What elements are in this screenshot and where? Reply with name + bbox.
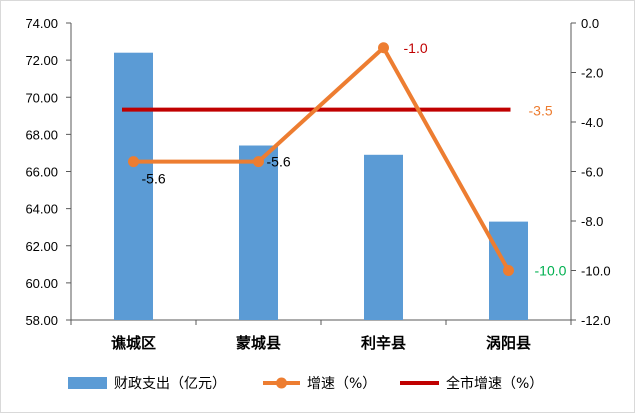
x-category-label: 涡阳县: [486, 334, 531, 352]
y-right-tick-label: -2.0: [581, 66, 603, 81]
growth-data-label: -1.0: [404, 40, 428, 56]
growth-data-label: -5.6: [267, 154, 291, 170]
y-left-tick-label: 62.00: [25, 239, 58, 254]
growth-point: [378, 42, 389, 54]
y-left-tick-label: 60.00: [25, 276, 58, 291]
x-category-label: 谯城区: [111, 334, 156, 352]
x-category-label: 蒙城县: [236, 334, 281, 352]
bar: [239, 145, 278, 320]
legend: 财政支出（亿元） 增速（%） 全市增速（%）: [68, 375, 543, 392]
x-category-label: 利辛县: [361, 334, 406, 352]
growth-data-label: -10.0: [535, 263, 567, 279]
y-left-tick-label: 74.00: [25, 16, 58, 31]
y-left-tick-label: 66.00: [25, 165, 58, 180]
bars-layer: [114, 52, 528, 320]
y-left-tick-label: 70.00: [25, 90, 58, 105]
y-left-tick-label: 72.00: [25, 53, 58, 68]
city-growth-label: -3.5: [529, 103, 553, 119]
growth-point: [253, 156, 264, 168]
y-right-tick-label: 0.0: [581, 16, 599, 31]
y-left-tick-label: 64.00: [25, 202, 58, 217]
y-right-tick-label: -8.0: [581, 214, 603, 229]
bar: [114, 52, 153, 320]
growth-data-label: -5.6: [142, 171, 166, 187]
growth-line: [133, 45, 511, 272]
y-left-tick-label: 58.00: [25, 313, 58, 328]
growth-point: [503, 265, 514, 276]
growth-point: [128, 156, 139, 168]
y-right-tick-label: -6.0: [581, 165, 603, 180]
labels-layer: -3.5 -5.6 -5.6 -1.0 -10.0: [142, 40, 567, 279]
lines-layer: [122, 42, 514, 276]
legend-label-city: 全市增速（%）: [446, 375, 543, 392]
y-right-tick-label: -12.0: [581, 313, 611, 328]
axes-layer: 58.00 60.00 62.00 64.00 66.00 68.00 70.00 72.00…: [25, 16, 610, 352]
legend-marker-growth: [276, 377, 287, 389]
y-left-tick-label: 68.00: [25, 127, 58, 142]
y-right-tick-label: -4.0: [581, 115, 603, 130]
legend-label-growth: 增速（%）: [307, 376, 376, 392]
legend-swatch-bar: [68, 377, 107, 389]
legend-label-spending: 财政支出（亿元）: [114, 376, 226, 392]
bar: [364, 154, 403, 320]
y-right-tick-label: -10.0: [581, 264, 611, 279]
